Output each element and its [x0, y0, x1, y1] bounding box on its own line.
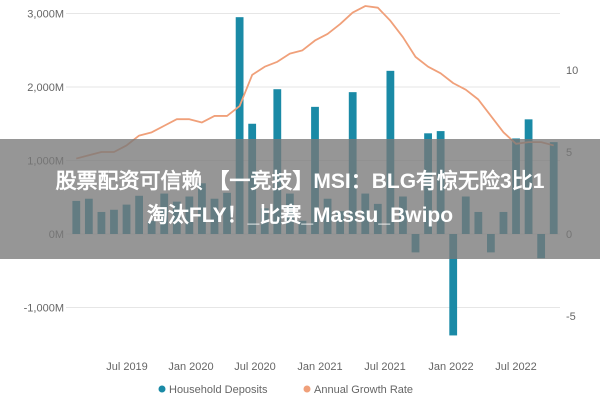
legend-label-household-deposits: Household Deposits — [169, 384, 268, 396]
x-tick-label: Jul 2022 — [495, 361, 537, 373]
x-tick-label: Jan 2021 — [297, 361, 342, 373]
left-tick-label: -1,000M — [24, 303, 64, 315]
growth-line — [76, 5, 554, 160]
legend-swatch-annual-growth-rate — [303, 385, 311, 393]
right-tick-label: 10 — [566, 65, 578, 77]
banner-line-2: 淘汰FLY！_比赛_Massu_Bwipo — [146, 204, 454, 227]
legend-swatch-household-deposits — [158, 385, 166, 393]
legend-label-annual-growth-rate: Annual Growth Rate — [314, 384, 413, 396]
bar — [449, 234, 458, 336]
x-tick-label: Jul 2019 — [106, 361, 148, 373]
x-tick-label: Jul 2020 — [234, 361, 276, 373]
bar — [235, 17, 244, 235]
left-tick-label: 3,000M — [27, 9, 64, 21]
right-tick-label: -5 — [566, 311, 576, 323]
line-series-annual-growth-rate — [76, 5, 554, 160]
x-tick-label: Jan 2022 — [428, 361, 473, 373]
overlay-banner: 股票配资可信赖 【一竞技】MSI：BLG有惊无险3比1 淘汰FLY！_比赛_Ma… — [0, 139, 600, 259]
left-tick-label: 2,000M — [27, 82, 64, 94]
legend: Household Deposits Annual Growth Rate — [158, 384, 413, 396]
x-tick-label: Jul 2021 — [364, 361, 406, 373]
x-tick-label: Jan 2020 — [168, 361, 213, 373]
x-axis-ticks: Jul 2019 Jan 2020 Jul 2020 Jan 2021 Jul 2021… — [106, 361, 537, 373]
banner-line-1: 股票配资可信赖 【一竞技】MSI：BLG有惊无险3比1 — [55, 170, 545, 193]
